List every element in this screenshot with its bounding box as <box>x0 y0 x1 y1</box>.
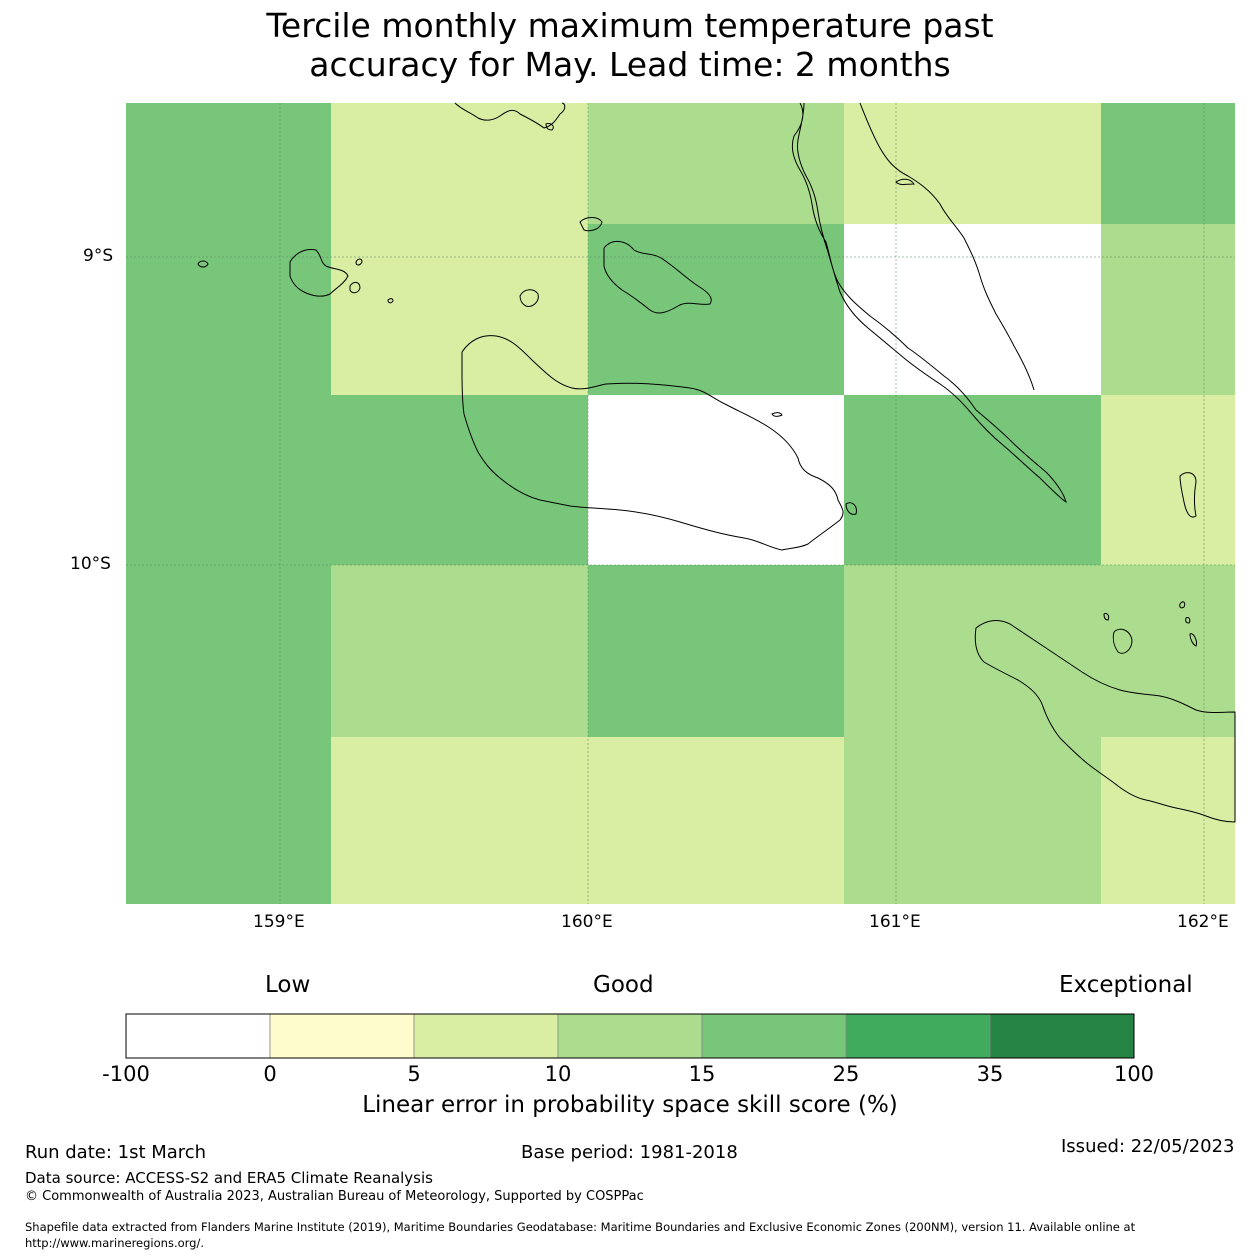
issued-date: Issued: 22/05/2023 <box>1061 1136 1235 1157</box>
grid-cell <box>844 737 1101 904</box>
island-nggela <box>603 241 712 314</box>
colorbar-tick-label: 100 <box>1113 1062 1155 1086</box>
colorbar-tick-label: 15 <box>688 1062 716 1086</box>
colorbar-head-exceptional: Exceptional <box>1059 972 1193 998</box>
grid-cell <box>331 395 588 565</box>
grid-cell <box>844 103 1101 224</box>
grid-cell <box>331 103 588 224</box>
island-small <box>545 123 554 131</box>
island-malaita <box>791 102 1067 504</box>
island-small <box>349 281 361 294</box>
grid-cell <box>331 224 588 395</box>
island-small <box>387 298 394 304</box>
base-period: Base period: 1981-2018 <box>521 1142 738 1163</box>
island-santa-isabel-north <box>454 102 566 129</box>
colorbar-head-good: Good <box>593 972 654 998</box>
coastlines <box>197 102 1236 823</box>
grid-cell <box>844 565 1235 737</box>
grid-cell <box>588 395 844 565</box>
lat-label-10s: 10°S <box>70 554 111 574</box>
island-small <box>579 217 603 232</box>
shapefile-credit-line-2: http://www.marineregions.org/. <box>25 1236 204 1250</box>
colorbar-tick-label: -100 <box>102 1062 150 1086</box>
island-small <box>519 289 539 307</box>
colorbar-tick-label: 0 <box>263 1062 277 1086</box>
grid-cell <box>588 224 844 395</box>
island-small <box>771 412 783 417</box>
colorbar-swatch <box>269 1013 415 1059</box>
island-small <box>895 178 915 185</box>
island-small <box>1103 613 1110 621</box>
grid-cell <box>1101 224 1235 395</box>
shapefile-credit-line-1: Shapefile data extracted from Flanders M… <box>25 1220 1136 1234</box>
grid-cell <box>844 395 1101 565</box>
skill-grid <box>126 103 1235 904</box>
island-small <box>1179 472 1197 518</box>
colorbar-tick-label: 35 <box>976 1062 1004 1086</box>
colorbar-swatch <box>701 1013 847 1059</box>
graticule <box>126 103 1235 904</box>
lon-label-161e: 161°E <box>869 912 921 932</box>
colorbar-swatch <box>989 1013 1135 1059</box>
island-small <box>845 502 857 515</box>
grid-cell <box>1101 737 1235 904</box>
lon-label-162e: 162°E <box>1177 912 1229 932</box>
map-title: Tercile monthly maximum temperature past… <box>0 6 1260 84</box>
colorbar-head-low: Low <box>265 972 311 998</box>
lon-label-160e: 160°E <box>561 912 613 932</box>
colorbar-tick-label: 25 <box>832 1062 860 1086</box>
island-makira <box>974 620 1236 823</box>
grid-cell <box>1101 103 1235 224</box>
island-small <box>355 258 363 266</box>
island-russell <box>289 249 349 297</box>
island-small <box>1179 601 1186 609</box>
grid-cell <box>126 103 331 904</box>
colorbar-tick-label: 5 <box>407 1062 421 1086</box>
island-small <box>1112 628 1133 654</box>
colorbar-caption: Linear error in probability space skill … <box>362 1092 898 1118</box>
title-line-2: accuracy for May. Lead time: 2 months <box>309 45 951 84</box>
copyright: © Commonwealth of Australia 2023, Austra… <box>25 1189 644 1204</box>
colorbar-swatch <box>413 1013 559 1059</box>
colorbar-tick-label: 10 <box>544 1062 572 1086</box>
island-small <box>197 260 209 268</box>
lon-label-159e: 159°E <box>253 912 305 932</box>
data-source: Data source: ACCESS-S2 and ERA5 Climate … <box>25 1169 433 1187</box>
colorbar-swatch <box>557 1013 703 1059</box>
island-guadalcanal <box>461 335 844 551</box>
lat-label-9s: 9°S <box>83 246 114 266</box>
title-line-1: Tercile monthly maximum temperature past <box>266 6 994 45</box>
island-small <box>1185 617 1191 624</box>
grid-cell <box>1101 395 1235 565</box>
colorbar-swatch <box>125 1013 271 1059</box>
grid-cell <box>844 224 1101 395</box>
island-small <box>1189 633 1197 647</box>
run-date: Run date: 1st March <box>25 1142 207 1163</box>
grid-cell <box>331 565 588 737</box>
grid-cell <box>588 565 844 737</box>
colorbar-swatch <box>845 1013 991 1059</box>
island-small-malaita <box>859 102 1035 391</box>
